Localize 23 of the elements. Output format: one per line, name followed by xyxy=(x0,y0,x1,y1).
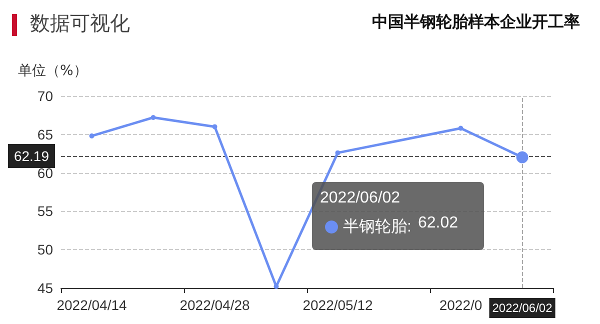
point xyxy=(150,115,156,120)
chart-subtitle: 中国半钢轮胎样本企业开工率 xyxy=(372,12,580,33)
y-tick-label: 55 xyxy=(37,203,54,220)
point xyxy=(458,126,464,131)
y-tick-label: 60 xyxy=(37,164,54,181)
text: 2022/06/02 xyxy=(320,190,400,206)
x-tick-label: 2022/06/02 xyxy=(492,301,553,315)
point xyxy=(212,124,218,130)
legend-label: 半钢轮胎: xyxy=(343,218,412,236)
x-tick-label: 2022/05/12 xyxy=(302,297,373,313)
point xyxy=(335,150,340,156)
y-axis-title: 单位（%） xyxy=(18,62,88,80)
annotation: 62.02 xyxy=(418,214,458,232)
y-tick-label: 45 xyxy=(37,280,54,296)
x-tick-label: 2022/04/14 xyxy=(56,297,127,313)
y-tick-label: 65 xyxy=(37,126,54,142)
point xyxy=(89,133,94,138)
x-tick-label: 2022/04/28 xyxy=(180,297,250,313)
chart-title: 数据可视化 xyxy=(30,10,130,37)
y-tick-label: 50 xyxy=(37,242,54,258)
ref-line-label: 62.19 xyxy=(14,148,50,164)
x-tick-label: 2022/0 xyxy=(439,297,482,313)
y-tick-label: 70 xyxy=(37,88,54,104)
